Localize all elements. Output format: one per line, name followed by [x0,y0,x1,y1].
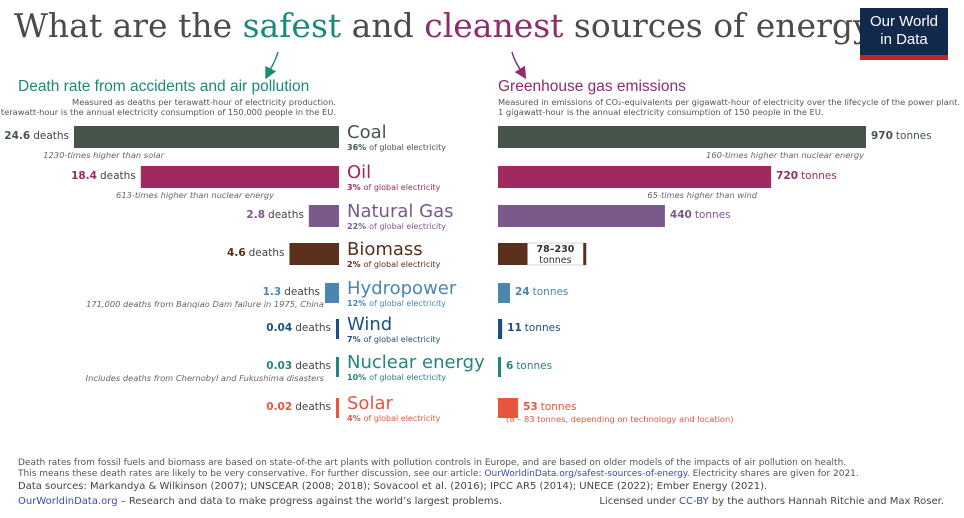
death-rate-bar-nuclear-energy [336,357,339,377]
emissions-label-coal: 970 tonnes [871,130,932,142]
source-name-natural-gas: Natural Gas [347,201,454,222]
source-name-wind: Wind [347,314,393,335]
emissions-bar-solar [498,398,519,418]
source-share-biomass: 2% of global electricity [347,260,441,269]
death-rate-note-coal: 1230-times higher than solar [43,150,164,160]
source-share-natural-gas: 22% of global electricity [347,222,446,231]
death-rate-label-coal: 24.6 deaths [4,130,69,142]
emissions-label-wind: 11 tonnes [507,322,561,334]
source-name-coal: Coal [347,122,387,143]
right-panel-subtitle-2: 1 gigawatt-hour is the annual electricit… [498,107,824,117]
death-rate-bar-wind [336,319,339,339]
death-rate-bar-biomass [289,243,339,265]
owid-tagline: OurWorldinData.org – Research and data t… [18,496,503,507]
death-rate-label-solar: 0.02 deaths [266,401,331,413]
emissions-bar-wind [498,319,503,339]
emissions-bar-hydropower [498,283,510,303]
emissions-note-oil: 65-times higher than wind [647,190,757,200]
left-panel-title: Death rate from accidents and air pollut… [18,78,310,95]
emissions-note-solar: (8 – 83 tonnes, depending on technology … [506,414,734,424]
title-safest: safest [242,6,342,45]
emissions-bar-coal [498,126,866,148]
cleanest-arrow [511,51,527,80]
death-rate-note-hydropower: 171,000 deaths from Banqiao Dam failure … [86,299,324,309]
owid-logo[interactable]: Our World in Data [860,8,948,60]
emissions-label-oil: 720 tonnes [776,170,837,182]
emissions-label-solar: 53 tonnes [523,401,577,413]
source-name-hydropower: Hydropower [347,278,457,299]
death-rate-label-nuclear-energy: 0.03 deaths [266,360,331,372]
emissions-bar-natural-gas [498,205,665,227]
emissions-bar-biomass-cap [583,243,587,265]
emissions-bar-oil [498,166,772,188]
title-cleanest: cleanest [424,6,564,45]
death-rate-bar-coal [74,126,339,148]
emissions-note-coal: 160-times higher than nuclear energy [706,150,864,160]
source-share-nuclear-energy: 10% of global electricity [347,373,446,382]
right-panel-title: Greenhouse gas emissions [498,78,686,95]
emissions-bar-nuclear-energy [498,357,501,377]
license: Licensed under CC-BY by the authors Hann… [599,496,944,507]
data-sources: Data sources: Markandya & Wilkinson (200… [18,481,768,492]
death-rate-label-wind: 0.04 deaths [266,322,331,334]
cc-by-link[interactable]: CC-BY [679,496,709,507]
left-panel-subtitle-2: 1 terawatt-hour is the annual electricit… [0,107,336,117]
source-share-coal: 36% of global electricity [347,143,446,152]
source-share-oil: 3% of global electricity [347,183,441,192]
death-rate-bar-hydropower [324,283,339,303]
left-panel-subtitle: Measured as deaths per terawatt-hour of … [72,97,336,107]
death-rate-label-biomass: 4.6 deaths [227,247,285,259]
emissions-label-biomass: 78–230 tonnes [536,244,575,266]
death-rate-label-natural-gas: 2.8 deaths [246,209,304,221]
emissions-label-hydropower: 24 tonnes [515,286,569,298]
right-panel-subtitle: Measured in emissions of CO₂-equivalents… [498,97,960,107]
page-title: What are the safest and cleanest sources… [14,6,890,45]
death-rate-note-oil: 613-times higher than nuclear energy [116,190,274,200]
article-link[interactable]: OurWorldinData.org/safest-sources-of-ene… [484,469,687,479]
source-name-oil: Oil [347,162,372,183]
death-rate-bar-natural-gas [308,205,339,227]
source-share-wind: 7% of global electricity [347,335,441,344]
source-name-biomass: Biomass [347,239,423,260]
death-rate-bar-oil [140,166,339,188]
emissions-bar-biomass [498,243,528,265]
footer-note-2: This means these death rates are likely … [18,469,859,479]
death-rate-note-nuclear-energy: Includes deaths from Chernobyl and Fukus… [85,373,324,383]
emissions-label-natural-gas: 440 tonnes [669,209,731,221]
death-rate-label-oil: 18.4 deaths [71,170,136,182]
source-name-nuclear-energy: Nuclear energy [347,352,485,373]
emissions-label-nuclear-energy: 6 tonnes [506,360,553,372]
death-rate-label-hydropower: 1.3 deaths [262,286,320,298]
source-name-solar: Solar [347,393,393,414]
source-share-hydropower: 12% of global electricity [347,299,446,308]
source-share-solar: 4% of global electricity [347,414,441,423]
owid-link[interactable]: OurWorldinData.org [18,496,118,507]
death-rate-bar-solar [336,398,339,418]
footer-note-1: Death rates from fossil fuels and biomas… [18,458,847,468]
safest-arrow [265,51,279,80]
